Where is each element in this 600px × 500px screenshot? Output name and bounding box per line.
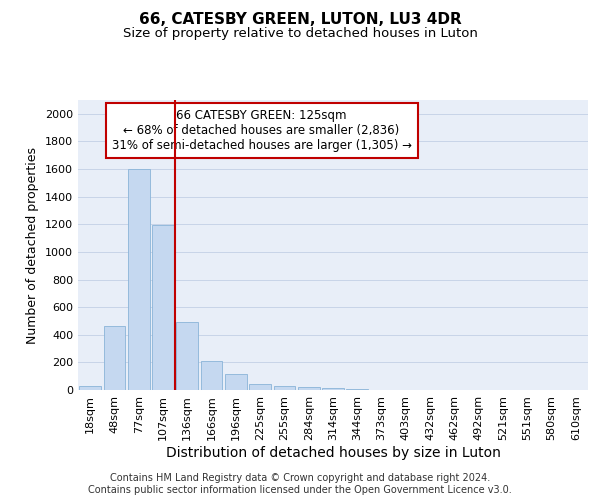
- Text: Size of property relative to detached houses in Luton: Size of property relative to detached ho…: [122, 28, 478, 40]
- Text: 66, CATESBY GREEN, LUTON, LU3 4DR: 66, CATESBY GREEN, LUTON, LU3 4DR: [139, 12, 461, 28]
- Bar: [176, 322, 198, 390]
- Bar: [79, 386, 101, 390]
- Bar: [200, 361, 223, 390]
- X-axis label: Distribution of detached houses by size in Luton: Distribution of detached houses by size …: [166, 446, 500, 460]
- Bar: [249, 384, 271, 390]
- Text: Contains HM Land Registry data © Crown copyright and database right 2024.
Contai: Contains HM Land Registry data © Crown c…: [88, 474, 512, 495]
- Bar: [225, 374, 247, 390]
- Bar: [274, 386, 295, 390]
- Bar: [322, 388, 344, 390]
- Bar: [104, 326, 125, 390]
- Bar: [128, 169, 149, 390]
- Bar: [298, 387, 320, 390]
- Text: 66 CATESBY GREEN: 125sqm
← 68% of detached houses are smaller (2,836)
31% of sem: 66 CATESBY GREEN: 125sqm ← 68% of detach…: [112, 108, 412, 152]
- Bar: [152, 225, 174, 390]
- Y-axis label: Number of detached properties: Number of detached properties: [26, 146, 40, 344]
